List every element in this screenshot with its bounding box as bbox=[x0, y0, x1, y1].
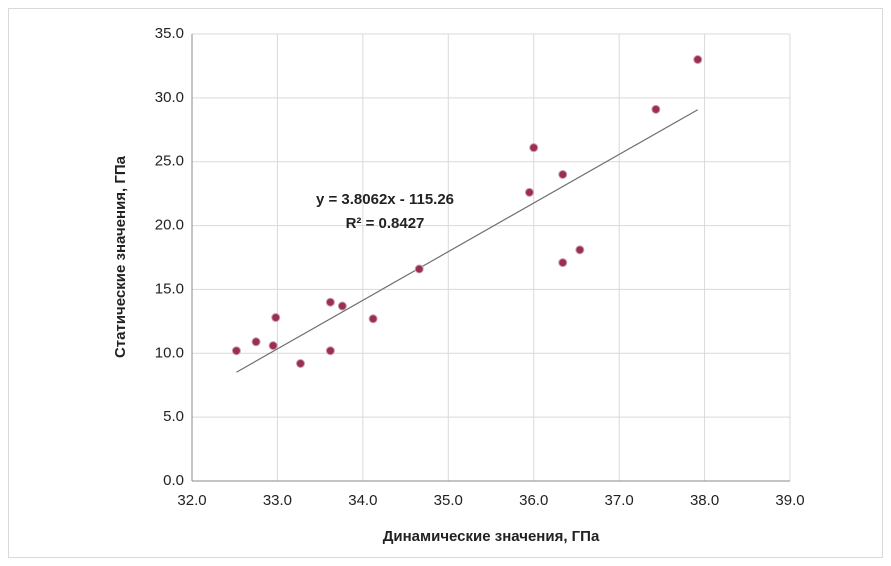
y-tick-label: 35.0 bbox=[155, 25, 184, 42]
point bbox=[325, 346, 335, 356]
point bbox=[295, 359, 305, 369]
y-tick-label: 30.0 bbox=[155, 89, 184, 106]
point bbox=[337, 301, 347, 311]
x-tick-label: 39.0 bbox=[775, 492, 804, 509]
point bbox=[558, 169, 568, 179]
x-tick-label: 37.0 bbox=[605, 492, 634, 509]
x-axis-title: Динамические значения, ГПа bbox=[383, 528, 600, 545]
point bbox=[325, 297, 335, 307]
y-axis-title: Статические значения, ГПа bbox=[112, 155, 129, 358]
x-tick-label: 33.0 bbox=[263, 492, 292, 509]
y-tick-label: 10.0 bbox=[155, 344, 184, 361]
x-tick-label: 35.0 bbox=[434, 492, 463, 509]
chart-frame bbox=[8, 8, 883, 558]
trendline bbox=[236, 109, 699, 373]
point bbox=[368, 314, 378, 324]
point bbox=[529, 143, 539, 153]
x-tick-label: 36.0 bbox=[519, 492, 548, 509]
point bbox=[251, 337, 261, 347]
trendline-r-squared: R² = 0.8427 bbox=[346, 215, 425, 232]
point bbox=[271, 313, 281, 323]
y-tick-label: 20.0 bbox=[155, 217, 184, 234]
point bbox=[651, 104, 661, 114]
trendline-equation: y = 3.8062x - 115.26 bbox=[316, 191, 454, 208]
point bbox=[231, 346, 241, 356]
point bbox=[268, 341, 278, 351]
point bbox=[575, 245, 585, 255]
y-tick-label: 0.0 bbox=[163, 472, 184, 489]
x-tick-label: 38.0 bbox=[690, 492, 719, 509]
point bbox=[414, 264, 424, 274]
y-tick-label: 25.0 bbox=[155, 153, 184, 170]
y-tick-label: 15.0 bbox=[155, 280, 184, 297]
y-tick-label: 5.0 bbox=[163, 408, 184, 425]
point bbox=[693, 55, 703, 65]
x-tick-label: 32.0 bbox=[177, 492, 206, 509]
x-tick-label: 34.0 bbox=[348, 492, 377, 509]
point bbox=[558, 258, 568, 268]
point bbox=[524, 187, 534, 197]
